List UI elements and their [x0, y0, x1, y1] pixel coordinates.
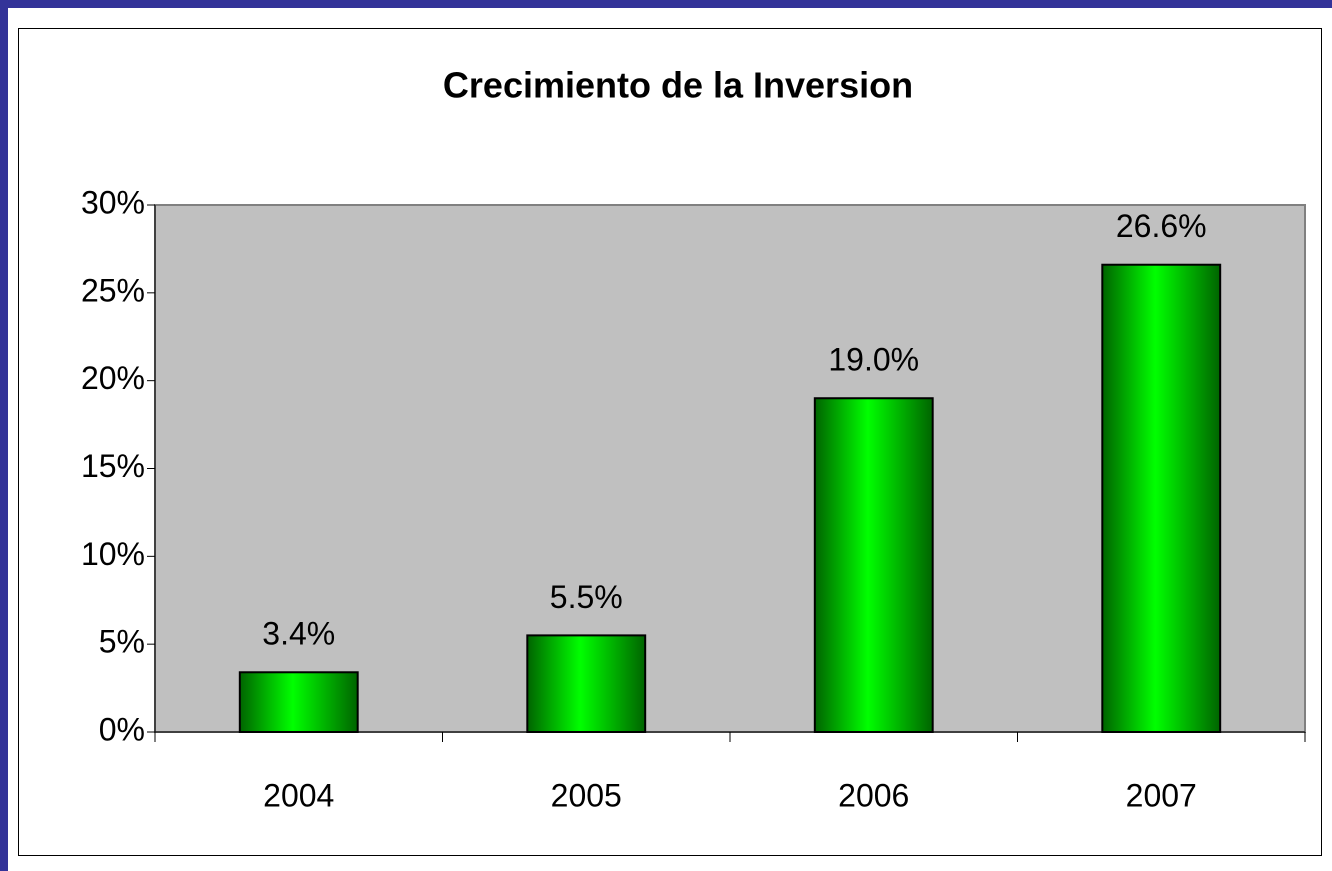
bar — [526, 634, 647, 734]
data-label: 19.0% — [828, 342, 919, 378]
y-tick-label: 25% — [81, 272, 145, 308]
x-tick-label: 2005 — [551, 777, 622, 813]
data-label: 26.6% — [1116, 208, 1207, 244]
x-tick-label: 2004 — [263, 777, 334, 813]
data-label: 5.5% — [550, 579, 623, 615]
data-label: 3.4% — [262, 616, 335, 652]
x-tick-label: 2006 — [838, 777, 909, 813]
frame-top — [0, 0, 1332, 8]
y-tick-label: 20% — [81, 360, 145, 396]
y-tick-label: 5% — [99, 624, 145, 660]
x-tick-label: 2007 — [1126, 777, 1197, 813]
y-tick-label: 15% — [81, 448, 145, 484]
bar — [238, 671, 359, 733]
y-tick-label: 0% — [99, 711, 145, 747]
y-tick-label: 30% — [81, 184, 145, 220]
frame-left — [0, 0, 8, 871]
bar — [1101, 263, 1222, 733]
bar — [813, 397, 934, 733]
chart-title: Crecimiento de la Inversion — [443, 65, 913, 106]
y-tick-label: 10% — [81, 536, 145, 572]
